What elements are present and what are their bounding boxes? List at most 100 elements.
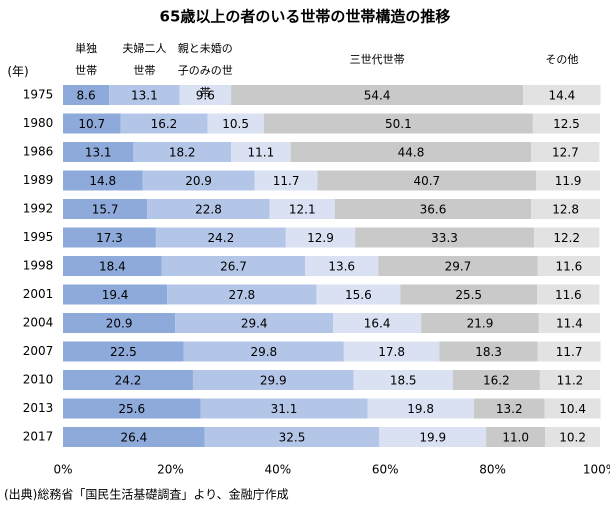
x-tick-label: 100% — [583, 463, 610, 477]
value-label: 10.4 — [559, 402, 586, 416]
value-label: 20.9 — [185, 174, 212, 188]
y-tick-label: 1995 — [23, 230, 54, 244]
value-label: 19.8 — [407, 402, 434, 416]
bar-segment — [147, 199, 270, 219]
value-label: 12.2 — [553, 231, 580, 245]
bar-segment — [537, 341, 601, 362]
value-label: 33.3 — [431, 231, 458, 245]
bar-segment — [545, 427, 600, 447]
value-label: 36.6 — [420, 203, 447, 217]
bar-segment — [183, 341, 344, 362]
bar-segment — [439, 341, 538, 362]
value-label: 24.2 — [208, 231, 235, 245]
bar-segment — [269, 199, 335, 219]
bar-segment — [353, 370, 453, 390]
bar-segment — [486, 427, 546, 447]
bar-segment — [231, 142, 291, 162]
bar-segment — [539, 370, 600, 390]
value-label: 11.1 — [248, 146, 275, 160]
bar-segment — [109, 85, 180, 105]
bar-segment — [537, 284, 600, 305]
value-label: 15.6 — [345, 288, 372, 302]
bar-segment — [538, 313, 600, 333]
bar-segment — [334, 199, 532, 219]
value-label: 21.9 — [467, 317, 494, 331]
value-label: 26.7 — [220, 260, 247, 274]
bar-segment — [333, 313, 422, 333]
bar-segment — [316, 284, 401, 305]
value-label: 26.4 — [121, 431, 148, 445]
bar-segment — [537, 256, 600, 276]
bar-segment — [63, 142, 134, 162]
y-tick-label: 2004 — [23, 316, 54, 330]
value-label: 18.4 — [99, 260, 126, 274]
bar-segment — [63, 341, 184, 362]
value-label: 9.6 — [196, 89, 215, 103]
value-label: 11.6 — [555, 288, 582, 302]
x-tick-label: 0% — [53, 463, 72, 477]
value-label: 14.4 — [549, 89, 576, 103]
value-label: 16.4 — [364, 317, 391, 331]
bar-segment — [421, 313, 539, 333]
value-label: 25.6 — [118, 402, 145, 416]
value-label: 29.7 — [445, 260, 472, 274]
bar-segment — [63, 227, 156, 248]
bar-segment — [290, 142, 532, 162]
bar-segment — [63, 113, 121, 134]
value-label: 16.2 — [151, 117, 178, 131]
bar-segment — [167, 284, 317, 305]
legend-label: その他 — [545, 53, 579, 66]
legend-label: 単独世帯 — [75, 42, 98, 77]
value-label: 14.8 — [89, 174, 116, 188]
value-label: 31.1 — [271, 402, 298, 416]
value-label: 17.8 — [378, 345, 405, 359]
value-label: 22.8 — [195, 203, 222, 217]
value-label: 29.9 — [260, 374, 287, 388]
value-label: 18.3 — [475, 345, 502, 359]
value-label: 12.5 — [553, 117, 580, 131]
bar-segment — [452, 370, 540, 390]
source-note: (出典)総務省「国民生活基礎調査」より、金融庁作成 — [4, 487, 289, 502]
bar-segment — [473, 398, 545, 419]
bar-segment — [63, 398, 201, 419]
value-label: 24.2 — [115, 374, 142, 388]
bar-segment — [231, 85, 524, 105]
value-label: 20.9 — [106, 317, 133, 331]
bar-segment — [63, 370, 193, 390]
y-tick-label: 1980 — [23, 116, 54, 130]
value-label: 44.8 — [398, 146, 425, 160]
value-label: 11.7 — [273, 174, 300, 188]
bar-segment — [285, 227, 356, 248]
value-label: 29.8 — [250, 345, 277, 359]
bar-segment — [379, 427, 487, 447]
value-label: 12.9 — [307, 231, 334, 245]
value-label: 10.5 — [222, 117, 249, 131]
bar-segment — [200, 398, 368, 419]
bar-segment — [544, 398, 601, 419]
bar-segment — [63, 256, 162, 276]
y-tick-label: 1975 — [23, 88, 54, 102]
bar-segment — [207, 113, 264, 134]
y-tick-label: 1992 — [23, 202, 54, 216]
y-tick-label: 2010 — [23, 373, 54, 387]
bar-segment — [343, 341, 440, 362]
y-tick-label: 1998 — [23, 259, 54, 273]
legend-label: 夫婦二人世帯 — [122, 42, 167, 77]
value-label: 13.1 — [85, 146, 112, 160]
x-tick-label: 60% — [372, 463, 399, 477]
value-label: 15.7 — [92, 203, 119, 217]
bar-segment — [63, 427, 205, 447]
value-label: 11.4 — [556, 317, 583, 331]
y-tick-label: 2017 — [23, 430, 54, 444]
bar-segment — [400, 284, 538, 305]
bar-segment — [175, 313, 334, 333]
value-label: 13.2 — [496, 402, 523, 416]
legend-label: 親と未婚の子のみの世帯 — [177, 42, 233, 99]
bar-segment — [536, 170, 600, 191]
bar-segment — [63, 170, 143, 191]
value-label: 29.4 — [241, 317, 268, 331]
value-label: 32.5 — [279, 431, 306, 445]
value-label: 27.8 — [228, 288, 255, 302]
value-label: 54.4 — [364, 89, 391, 103]
